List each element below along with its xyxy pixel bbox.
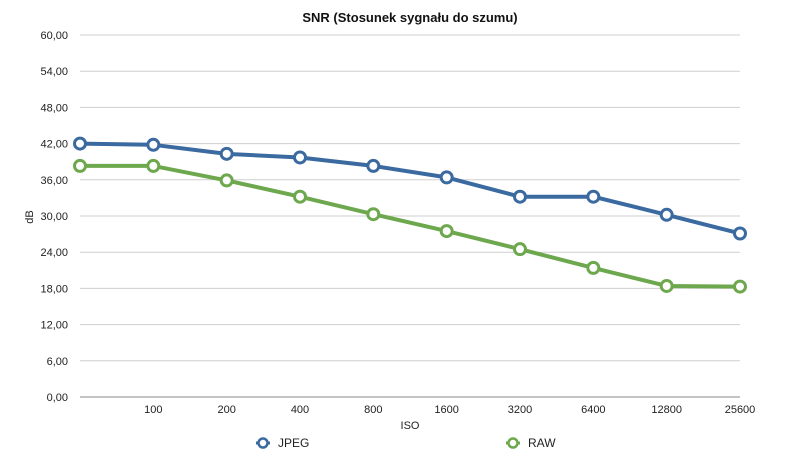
series-line-raw [80, 163, 741, 289]
legend-swatch-marker [257, 437, 269, 449]
data-point-jpeg [659, 207, 674, 222]
data-point-jpeg [513, 189, 527, 204]
data-point-jpeg [366, 158, 381, 173]
y-axis-label: dB [24, 210, 36, 223]
series-line-jpeg [79, 141, 741, 236]
data-point-raw [146, 158, 161, 173]
y-tick-label: 48,00 [40, 102, 68, 114]
x-tick-label: 6400 [581, 404, 605, 416]
x-tick-label: 1600 [434, 404, 458, 416]
x-tick-labels: 100 200 400 800 1600 3200 6400 12800 25600 [144, 404, 755, 416]
data-point-raw [293, 189, 307, 204]
data-point-raw [366, 207, 381, 222]
y-tick-label: 6,00 [47, 356, 68, 368]
data-point-jpeg [439, 170, 454, 185]
chart-title: SNR (Stosunek sygnału do szumu) [302, 10, 517, 25]
y-tick-label: 42,00 [40, 139, 68, 151]
series-lines [73, 136, 747, 294]
x-tick-label: 200 [217, 404, 235, 416]
data-point-raw [513, 242, 527, 257]
x-tick-label: 25600 [725, 404, 756, 416]
data-point-raw [586, 260, 601, 275]
y-tick-label: 12,00 [40, 320, 68, 332]
data-point-raw [219, 173, 234, 188]
x-axis-label: ISO [401, 420, 420, 432]
data-point-jpeg [733, 226, 747, 241]
y-tick-label: 60,00 [40, 30, 68, 42]
x-tick-label: 400 [291, 404, 309, 416]
data-point-raw [733, 279, 747, 294]
y-tick-label: 18,00 [40, 283, 68, 295]
gridlines [80, 34, 740, 398]
x-tick-label: 800 [364, 404, 382, 416]
data-point-raw [439, 224, 454, 239]
y-tick-label: 36,00 [40, 175, 68, 187]
data-point-jpeg [586, 189, 601, 204]
legend: JPEG RAW [256, 436, 556, 450]
legend-label-raw: RAW [528, 436, 556, 450]
x-tick-label: 100 [144, 404, 162, 416]
y-tick-label: 24,00 [40, 247, 68, 259]
data-point-jpeg [146, 137, 161, 152]
legend-label-jpeg: JPEG [278, 436, 309, 450]
data-point-jpeg [219, 146, 234, 161]
y-tick-labels: 0,00 6,00 12,00 18,00 24,00 30,00 36,00 42,00 48… [40, 30, 68, 404]
data-point-raw [659, 278, 674, 293]
y-tick-label: 54,00 [40, 66, 68, 78]
y-tick-label: 0,00 [47, 392, 68, 404]
x-tick-label: 12800 [651, 404, 682, 416]
data-point-raw [73, 158, 87, 173]
x-tick-label: 3200 [508, 404, 532, 416]
data-point-jpeg [293, 150, 307, 165]
legend-swatch-marker [507, 437, 519, 449]
data-point-jpeg [73, 136, 87, 151]
y-tick-label: 30,00 [40, 211, 68, 223]
